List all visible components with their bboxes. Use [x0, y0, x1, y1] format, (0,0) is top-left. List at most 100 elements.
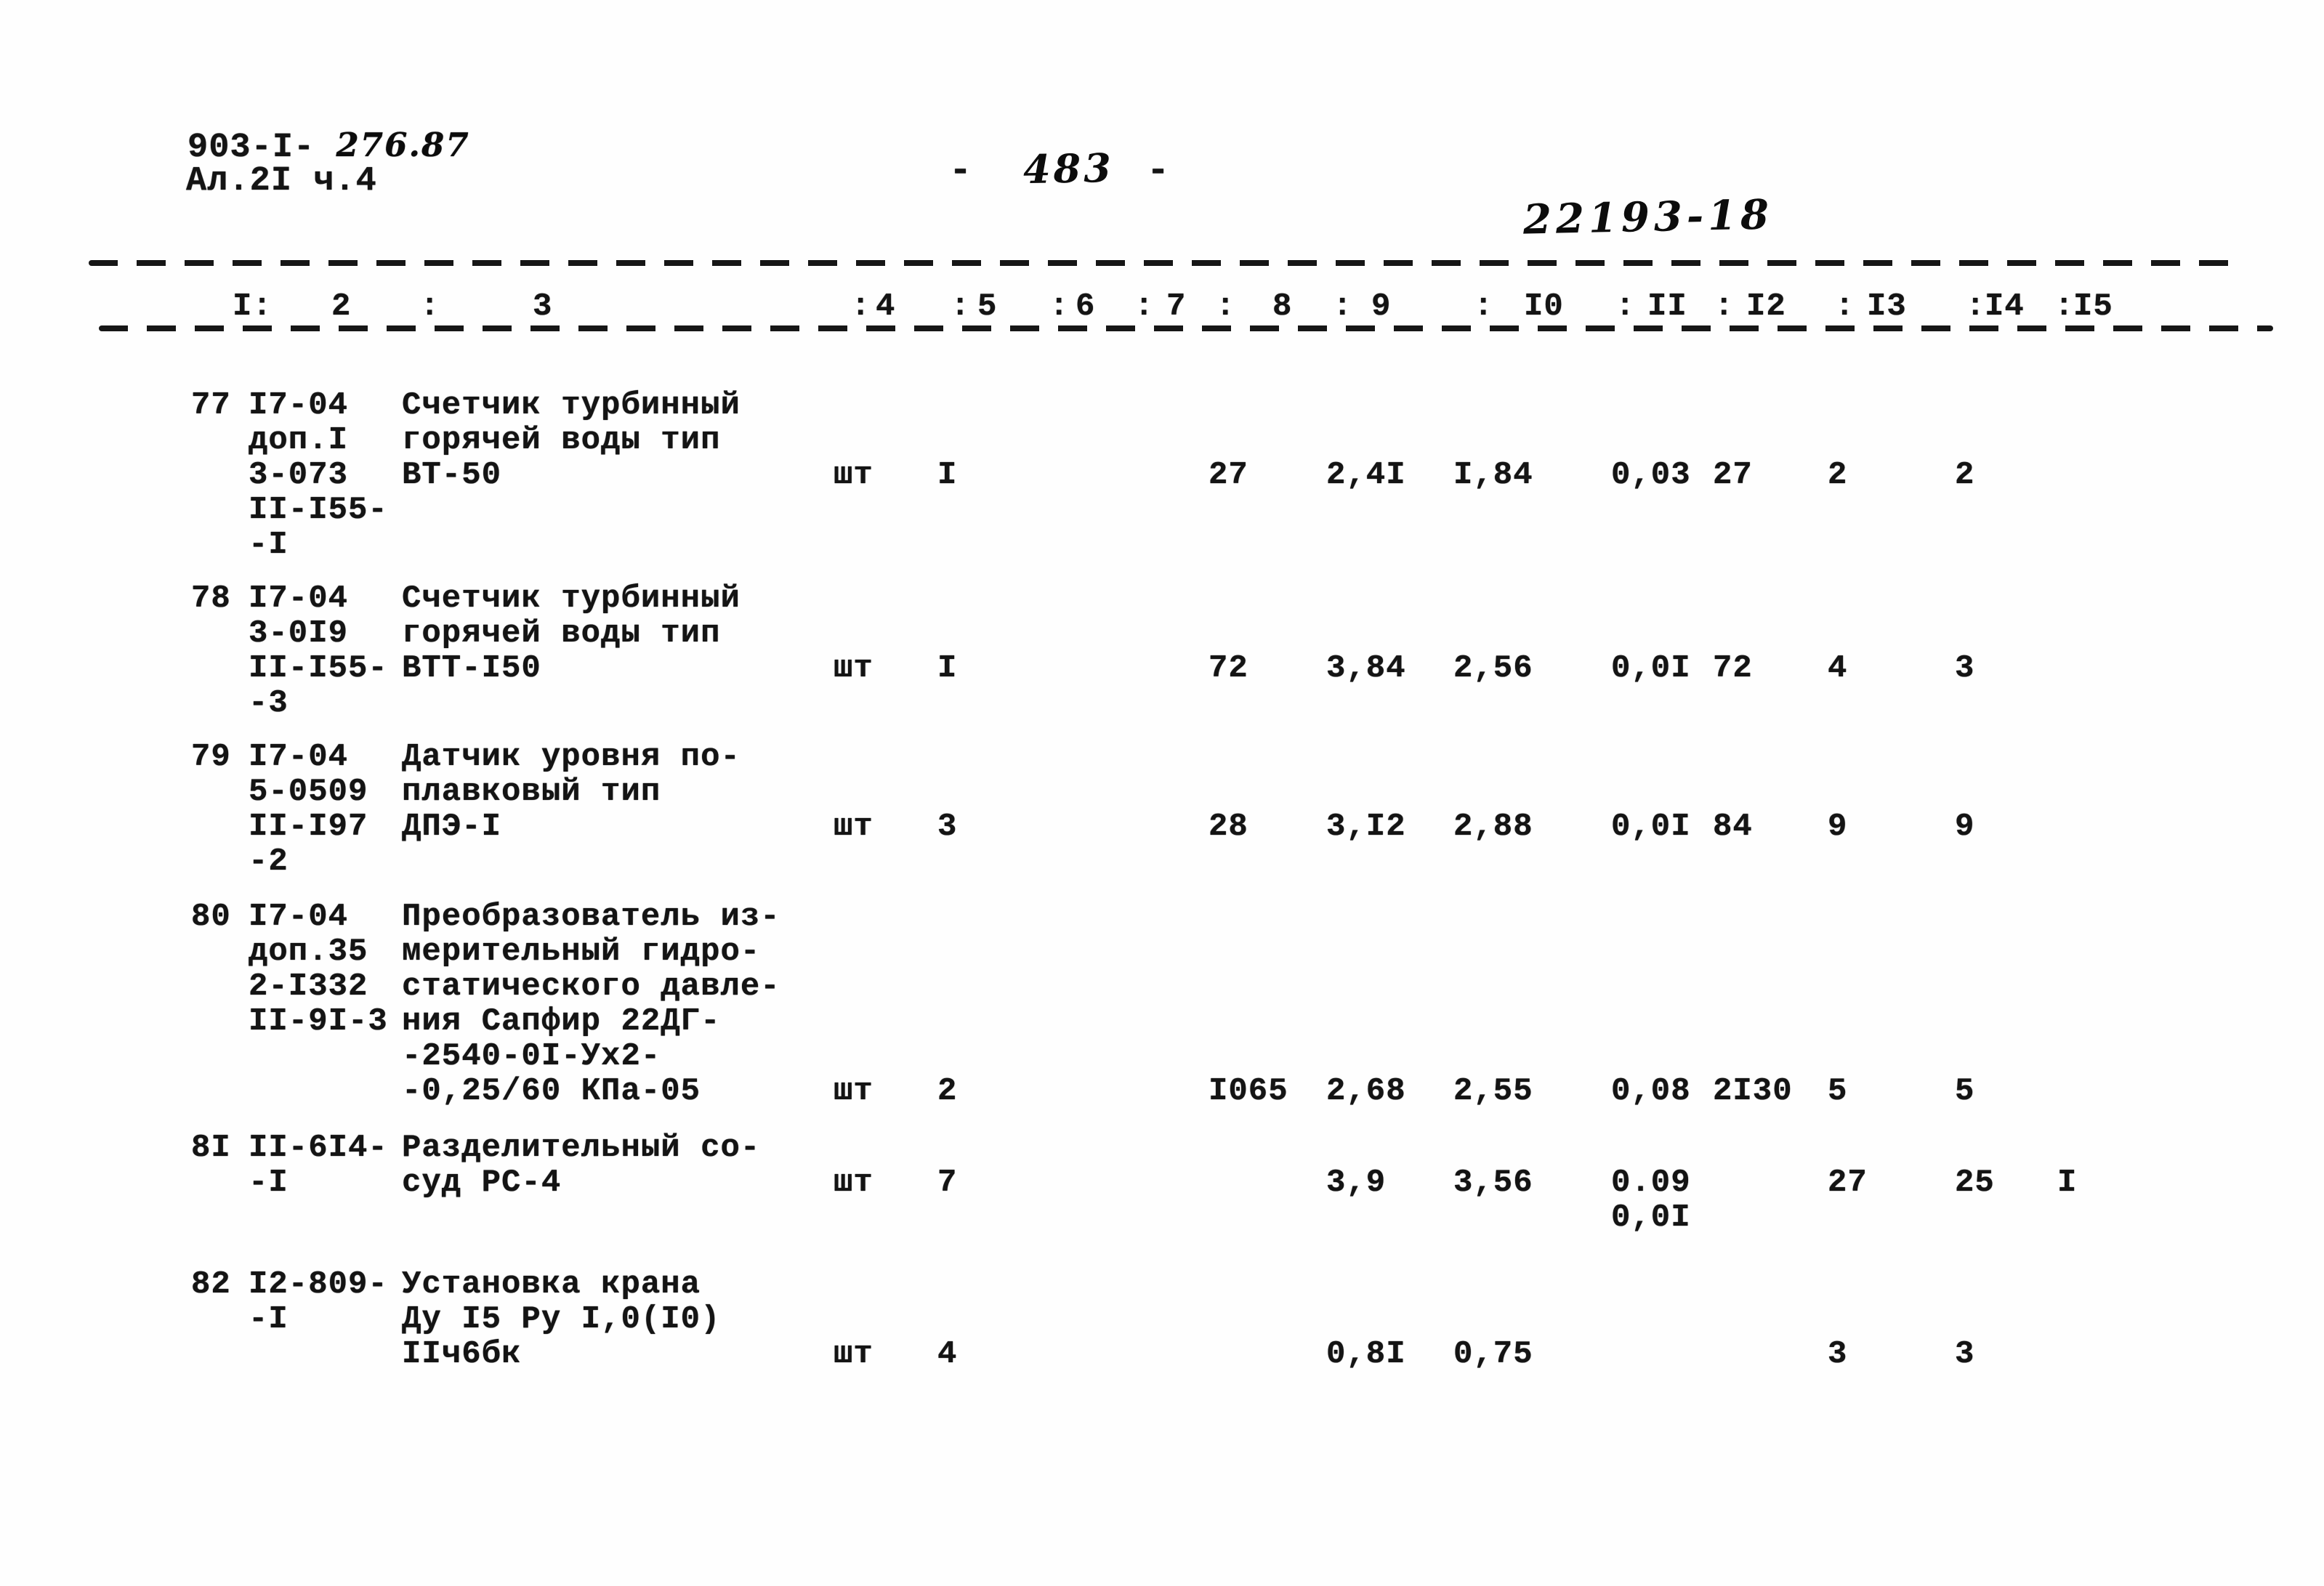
quantity-cell: 4 [937, 1336, 958, 1372]
code-line: II-I55- [249, 650, 388, 687]
name-line: горячей воды тип [402, 422, 721, 458]
code-line: 5-0509 [249, 774, 368, 810]
value-cell-c15: I [2057, 1165, 2078, 1201]
value-cell-c10: 0,08 [1611, 1073, 1691, 1109]
code-line: II-I55- [249, 492, 388, 528]
value-cell-c11: 27 [1713, 457, 1753, 493]
value-cell-c13: 3 [1828, 1336, 1848, 1372]
unit-cell: шт [834, 809, 873, 845]
row-number: 77 [191, 387, 231, 424]
name-line: Разделительный со- [402, 1130, 761, 1166]
code-line: I7-04 [249, 387, 349, 424]
quantity-cell: 3 [937, 809, 958, 845]
name-line: горячей воды тип [402, 615, 721, 652]
row-number: 82 [191, 1266, 231, 1303]
value-cell-c13: 9 [1828, 809, 1848, 845]
quantity-cell: 2 [937, 1073, 958, 1109]
document-stamp-number: 22193-18 [1522, 190, 1774, 244]
name-line: Ду I5 Ру I,0(I0) [402, 1301, 721, 1338]
code-line: -I [249, 527, 289, 563]
doc-number: 903-I- 276.87 [187, 128, 470, 166]
value-cell-c8: 0,8I [1326, 1336, 1406, 1372]
value-cell-c7: 28 [1209, 809, 1248, 845]
name-line: суд РС-4 [402, 1165, 562, 1201]
value-cell-c14: 3 [1955, 1336, 1975, 1372]
value-cell-c8: 2,4I [1326, 457, 1406, 493]
code-line: -I [249, 1301, 289, 1338]
column-header-label: 7 [1166, 288, 1187, 325]
column-header-label: 5 [977, 288, 998, 325]
code-line: 3-0I9 [249, 615, 349, 652]
unit-cell: шт [834, 1165, 873, 1201]
value-cell-c9: I,84 [1453, 457, 1533, 493]
column-header-label: 6 [1076, 288, 1096, 325]
value-cell-c10: 0,0I [1611, 650, 1691, 687]
quantity-cell: 7 [937, 1165, 958, 1201]
name-line: мерительный гидро- [402, 934, 761, 970]
code-line: доп.I [249, 422, 349, 458]
page-number: 483 [1022, 144, 1115, 193]
code-line: -2 [249, 843, 289, 880]
column-header-label: : [1134, 288, 1155, 325]
column-header-label: 2 [331, 288, 352, 325]
code-line: II-9I-3 [249, 1003, 388, 1040]
name-line: Преобразователь из- [402, 899, 780, 935]
name-line: плавковый тип [402, 774, 661, 810]
value-cell-c13: 5 [1828, 1073, 1848, 1109]
code-line: -I [249, 1165, 289, 1201]
code-line: I7-04 [249, 580, 349, 617]
value-cell-c10: 0,03 [1611, 457, 1691, 493]
album-part-label: Ал.2I ч.4 [186, 162, 377, 201]
value-cell-c11: 72 [1713, 650, 1753, 687]
column-header-label: : [1615, 288, 1636, 325]
row-number: 80 [191, 899, 231, 935]
column-header-label: : [1216, 288, 1236, 325]
column-header-label: I4 [1985, 288, 2025, 325]
column-header-label: : [420, 288, 440, 325]
value-cell-c14: 2 [1955, 457, 1975, 493]
column-header-label: I3 [1867, 288, 1907, 325]
value-cell-c11: 84 [1713, 809, 1753, 845]
code-line: I2-809- [249, 1266, 388, 1303]
value-cell-c7: 72 [1209, 650, 1248, 687]
unit-cell: шт [834, 650, 873, 687]
value-cell-c8: 2,68 [1326, 1073, 1406, 1109]
doc-number-typed: 903-I- [187, 129, 315, 167]
column-header-label: 8 [1272, 288, 1293, 325]
name-line: ВТТ-I50 [402, 650, 541, 687]
unit-cell: шт [834, 1073, 873, 1109]
column-header-label: II [1647, 288, 1687, 325]
value-cell-c14: 3 [1955, 650, 1975, 687]
value-cell-c7: 27 [1209, 457, 1248, 493]
value-cell-c14: 5 [1955, 1073, 1975, 1109]
value-cell-c9: 2,88 [1453, 809, 1533, 845]
doc-number-handwritten: 276.87 [336, 126, 470, 164]
table-top-dashed-rule [89, 260, 2240, 266]
value-cell-c10: 0,0I [1611, 1199, 1691, 1236]
column-header-label: : [2054, 288, 2075, 325]
column-header-label: : [1474, 288, 1494, 325]
code-line: II-6I4- [249, 1130, 388, 1166]
unit-cell: шт [834, 457, 873, 493]
column-header-label: I: [233, 288, 273, 325]
code-line: 2-I332 [249, 968, 368, 1005]
table-header-dashed-rule [99, 325, 2273, 331]
column-header-label: : [1714, 288, 1735, 325]
column-header-label: I5 [2073, 288, 2113, 325]
value-cell-c8: 3,I2 [1326, 809, 1406, 845]
name-line: Датчик уровня по- [402, 739, 741, 775]
column-header-label: : [1333, 288, 1353, 325]
name-line: ВТ-50 [402, 457, 502, 493]
name-line: Установка крана [402, 1266, 701, 1303]
value-cell-c9: 3,56 [1453, 1165, 1533, 1201]
row-number: 8I [191, 1130, 231, 1166]
name-line: IIч6бк [402, 1336, 522, 1372]
value-cell-c9: 0,75 [1453, 1336, 1533, 1372]
page-number-dash-right: - [1147, 150, 1171, 193]
name-line: -2540-0I-Ух2- [402, 1038, 661, 1075]
name-line: Счетчик турбинный [402, 580, 741, 617]
value-cell-c13: 4 [1828, 650, 1848, 687]
value-cell-c14: 9 [1955, 809, 1975, 845]
quantity-cell: I [937, 457, 958, 493]
